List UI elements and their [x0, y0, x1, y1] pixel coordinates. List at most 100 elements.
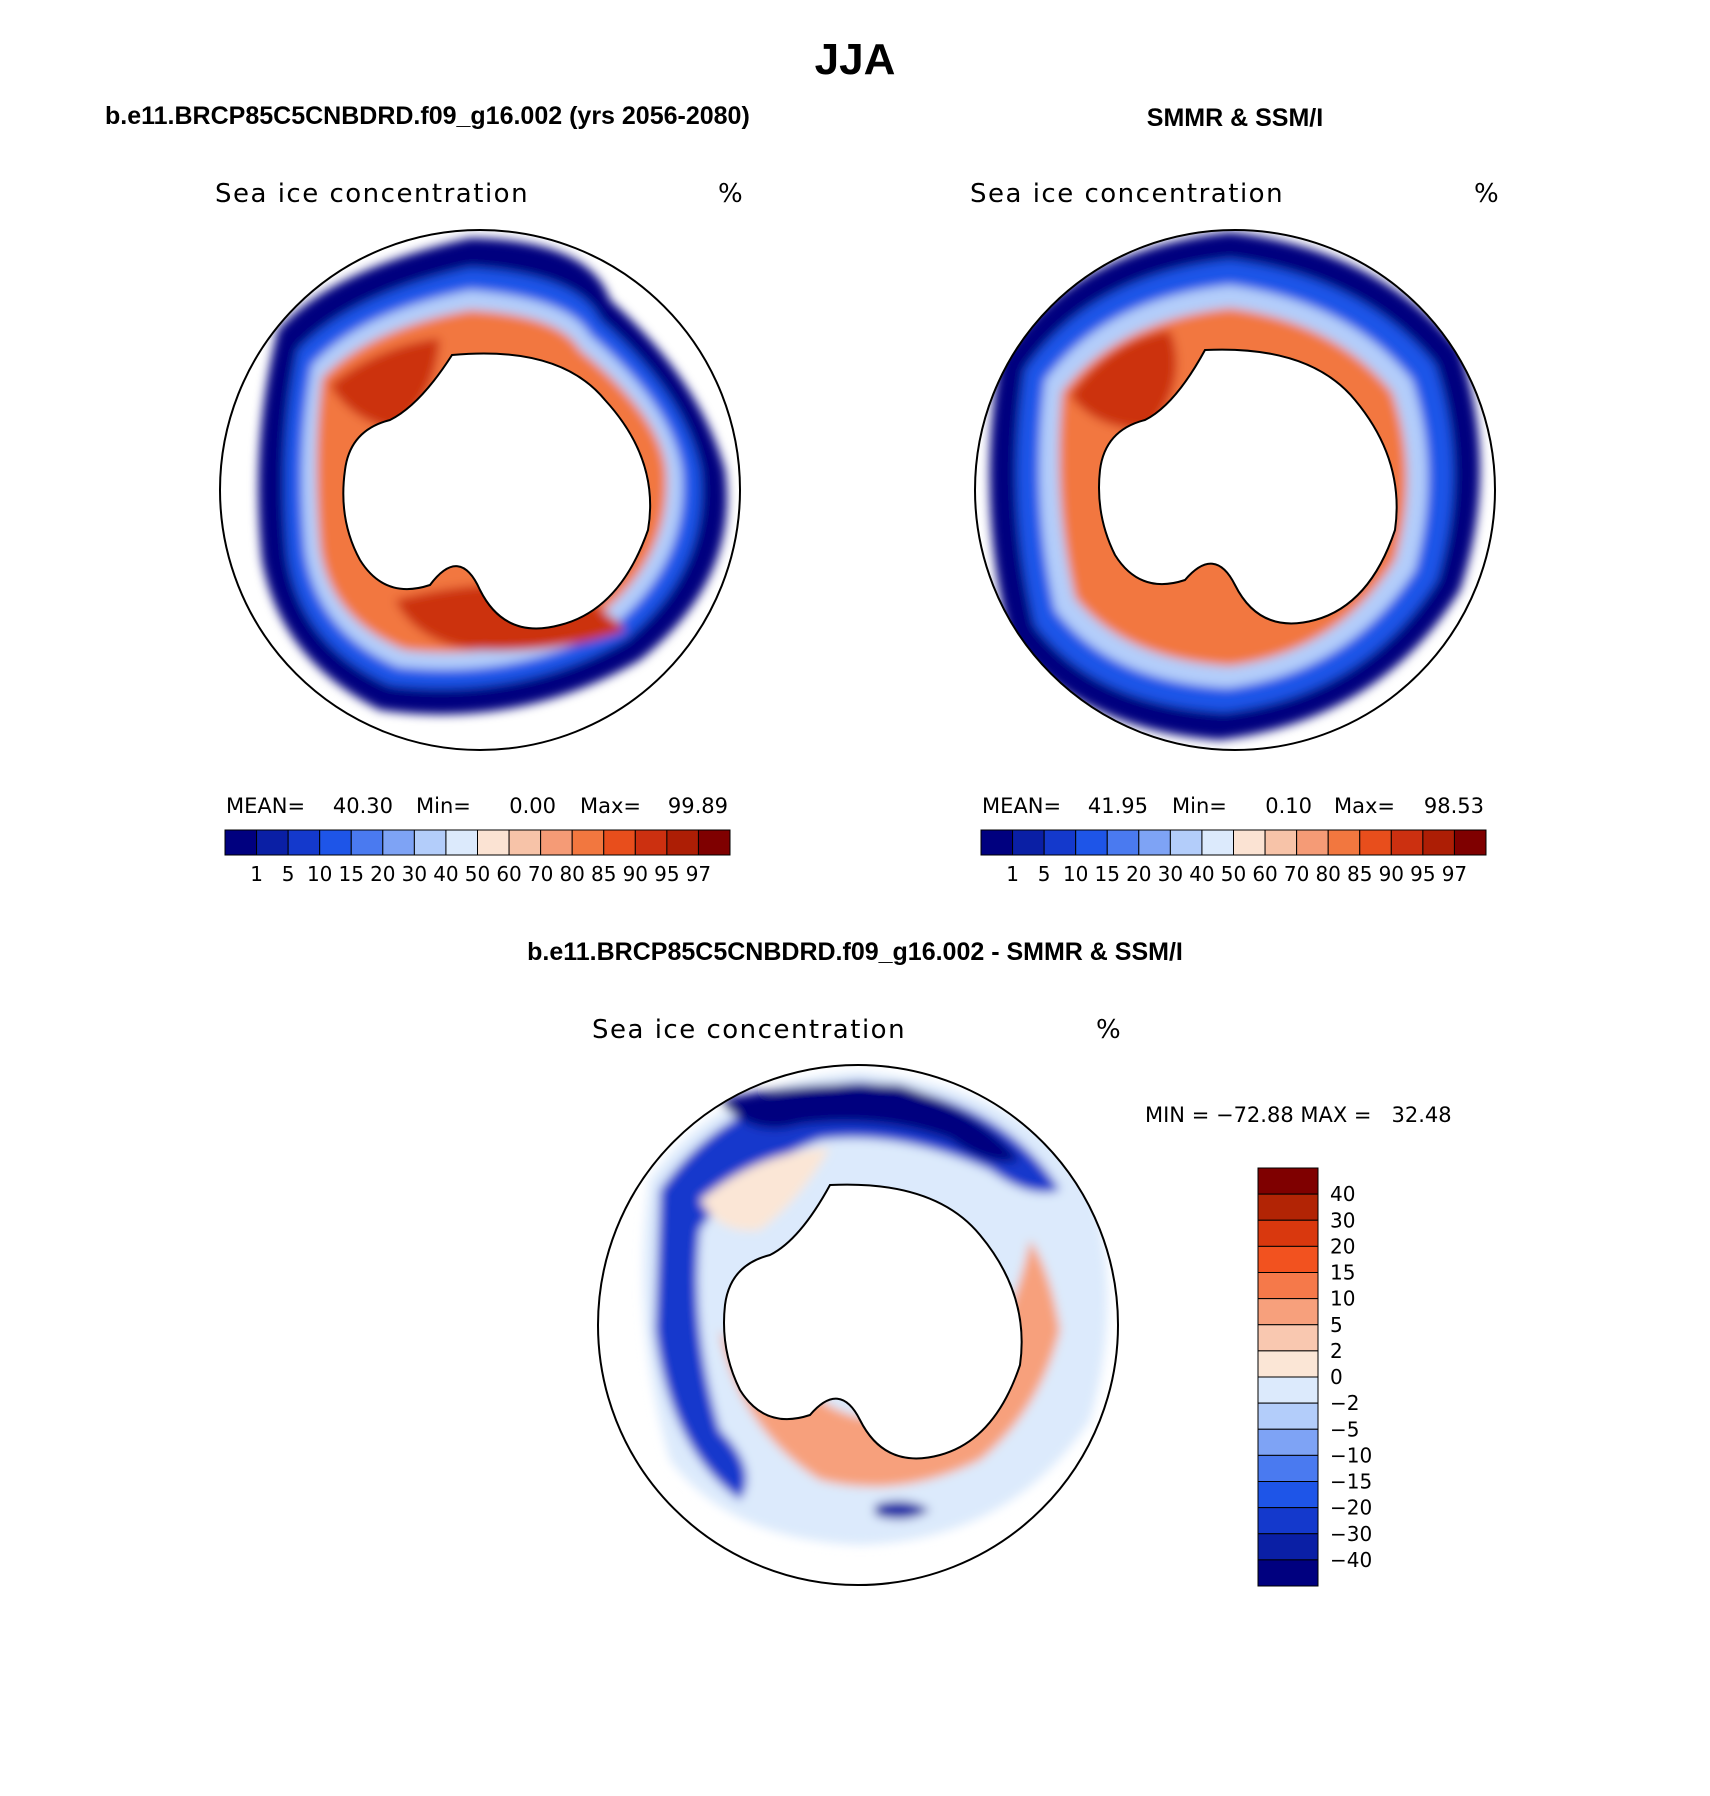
obs-colorbar: 1 5 10 15 20 30 40 50 60 70 80 85 90 95 97: [980, 829, 1487, 886]
obs-colorbar-label: 90: [1379, 862, 1404, 886]
obs-min-label: Min=: [1172, 794, 1227, 818]
model-colorbar-swatch: [508, 829, 542, 856]
obs-colorbar-swatch: [1043, 829, 1077, 856]
diff-minmax: MIN = −72.88 MAX = 32.48: [1145, 1103, 1452, 1127]
model-max-value: 99.89: [668, 794, 728, 818]
obs-colorbar-label: 60: [1252, 862, 1277, 886]
diff-colorbar-label: −30: [1330, 1522, 1372, 1546]
model-colorbar-swatch: [571, 829, 605, 856]
obs-colorbar-label: 50: [1221, 862, 1246, 886]
diff-colorbar-label: 0: [1330, 1365, 1343, 1389]
diff-sea-ice-map: [597, 1064, 1119, 1586]
model-colorbar-swatch: [634, 829, 668, 856]
diff-colorbar-swatch: [1257, 1428, 1319, 1456]
diff-colorbar-swatch: [1257, 1324, 1319, 1352]
obs-colorbar-label: 15: [1095, 862, 1120, 886]
diff-colorbar-swatch: [1257, 1533, 1319, 1561]
diff-colorbar-swatch: [1257, 1507, 1319, 1535]
model-colorbar-swatch: [256, 829, 289, 856]
diff-colorbar-label: −10: [1330, 1443, 1372, 1467]
model-colorbar-label: 95: [654, 862, 679, 886]
model-colorbar-swatch: [319, 829, 352, 856]
diff-colorbar-label: 20: [1330, 1234, 1355, 1258]
diff-colorbar-swatch: [1257, 1454, 1319, 1482]
diff-units-label: %: [1096, 1015, 1121, 1045]
model-colorbar-label: 90: [623, 862, 648, 886]
diff-variable-label: Sea ice concentration: [592, 1015, 906, 1045]
diff-colorbar-swatch: [1257, 1350, 1319, 1378]
obs-max-value: 98.53: [1424, 794, 1484, 818]
diff-colorbar-label: 2: [1330, 1339, 1343, 1363]
model-colorbar-label: 10: [307, 862, 332, 886]
model-colorbar-swatch: [445, 829, 478, 856]
obs-min-value: 0.10: [1265, 794, 1312, 818]
model-stats: MEAN= 40.30 Min= 0.00 Max= 99.89: [226, 794, 728, 818]
model-sea-ice-map: [219, 229, 741, 751]
obs-colorbar-swatch: [980, 829, 1014, 856]
model-mean-label: MEAN=: [226, 794, 305, 818]
model-colorbar-swatch: [382, 829, 415, 856]
diff-colorbar-swatch: [1257, 1272, 1319, 1300]
diff-colorbar-swatch: [1257, 1402, 1319, 1430]
obs-max-label: Max=: [1334, 794, 1395, 818]
obs-colorbar-swatch: [1264, 829, 1298, 856]
obs-colorbar-swatch: [1359, 829, 1392, 856]
model-min-label: Min=: [416, 794, 471, 818]
obs-sea-ice-map: [974, 229, 1496, 751]
obs-panel-header: SMMR & SSM/I: [1147, 104, 1323, 132]
obs-colorbar-label: 40: [1189, 862, 1214, 886]
model-max-label: Max=: [580, 794, 641, 818]
model-colorbar-swatch: [477, 829, 510, 856]
model-colorbar-label: 97: [686, 862, 711, 886]
diff-colorbar-swatch: [1257, 1167, 1319, 1195]
obs-colorbar-label: 97: [1442, 862, 1467, 886]
diff-colorbar-swatch: [1257, 1245, 1319, 1273]
model-colorbar-swatch: [287, 829, 321, 856]
obs-colorbar-swatch: [1169, 829, 1203, 856]
diff-colorbar-swatch: [1257, 1559, 1319, 1587]
model-colorbar-label: 5: [282, 862, 295, 886]
diff-colorbar-label: −5: [1330, 1417, 1359, 1441]
model-colorbar-label: 60: [496, 862, 521, 886]
main-title: JJA: [815, 35, 896, 84]
obs-colorbar-label: 10: [1063, 862, 1088, 886]
obs-variable-label: Sea ice concentration: [970, 179, 1284, 209]
diff-panel-header: b.e11.BRCP85C5CNBDRD.f09_g16.002 - SMMR …: [527, 938, 1183, 966]
obs-mean-value: 41.95: [1088, 794, 1148, 818]
diff-colorbar-label: −20: [1330, 1496, 1372, 1520]
obs-colorbar-label: 1: [1006, 862, 1019, 886]
obs-colorbar-label: 80: [1315, 862, 1340, 886]
obs-colorbar-label: 5: [1038, 862, 1051, 886]
model-colorbar-swatch: [350, 829, 384, 856]
diff-colorbar-swatch: [1257, 1193, 1319, 1221]
obs-colorbar-swatch: [1296, 829, 1329, 856]
model-mean-value: 40.30: [333, 794, 393, 818]
obs-colorbar-label: 20: [1126, 862, 1151, 886]
model-colorbar-label: 15: [339, 862, 364, 886]
diff-colorbar-swatch: [1257, 1298, 1319, 1326]
model-colorbar-label: 30: [402, 862, 427, 886]
diff-colorbar-label: 40: [1330, 1182, 1355, 1206]
obs-units-label: %: [1474, 179, 1499, 209]
obs-colorbar-label: 30: [1158, 862, 1183, 886]
obs-colorbar-label: 85: [1347, 862, 1372, 886]
obs-colorbar-swatch: [1390, 829, 1424, 856]
diff-colorbar-swatch: [1257, 1219, 1319, 1247]
model-min-value: 0.00: [509, 794, 556, 818]
model-colorbar: 1 5 10 15 20 30 40 50 60 70 80 85 90 95 97: [224, 829, 731, 886]
model-colorbar-swatch: [603, 829, 636, 856]
diff-colorbar-label: 10: [1330, 1287, 1355, 1311]
obs-colorbar-swatch: [1012, 829, 1045, 856]
model-colorbar-swatch: [224, 829, 258, 856]
obs-stats: MEAN= 41.95 Min= 0.10 Max= 98.53: [982, 794, 1484, 818]
obs-colorbar-swatch: [1233, 829, 1266, 856]
model-colorbar-swatch: [540, 829, 573, 856]
obs-colorbar-swatch: [1422, 829, 1455, 856]
model-colorbar-label: 70: [528, 862, 553, 886]
model-colorbar-swatch: [666, 829, 699, 856]
obs-colorbar-swatch: [1327, 829, 1361, 856]
model-colorbar-label: 80: [559, 862, 584, 886]
